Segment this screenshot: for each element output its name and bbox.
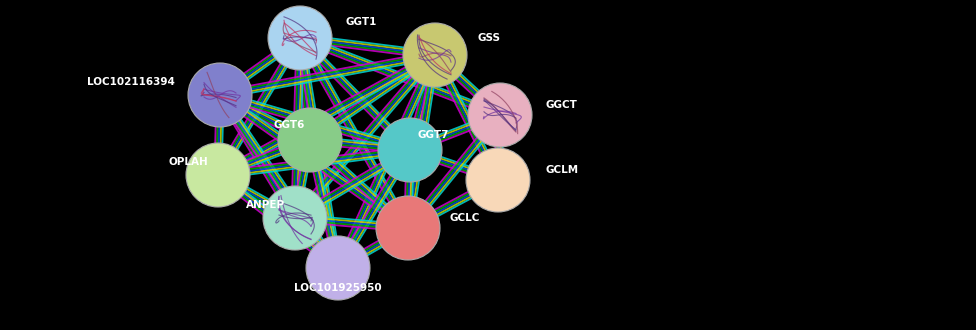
Circle shape — [376, 196, 440, 260]
Circle shape — [378, 118, 442, 182]
Text: LOC102116394: LOC102116394 — [87, 77, 175, 87]
Text: GCLM: GCLM — [545, 165, 578, 175]
Circle shape — [268, 6, 332, 70]
Text: GGT1: GGT1 — [345, 17, 377, 27]
Text: GCLC: GCLC — [450, 213, 480, 223]
Text: LOC101925950: LOC101925950 — [294, 283, 382, 293]
Text: GGT7: GGT7 — [418, 130, 450, 140]
Text: GSS: GSS — [478, 33, 501, 43]
Circle shape — [263, 186, 327, 250]
Text: GGCT: GGCT — [545, 100, 577, 110]
Text: GGT6: GGT6 — [273, 120, 305, 130]
Circle shape — [306, 236, 370, 300]
Circle shape — [188, 63, 252, 127]
Circle shape — [278, 108, 342, 172]
Circle shape — [466, 148, 530, 212]
Circle shape — [186, 143, 250, 207]
Text: OPLAH: OPLAH — [168, 157, 208, 167]
Circle shape — [468, 83, 532, 147]
Text: ANPEP: ANPEP — [246, 200, 285, 210]
Circle shape — [403, 23, 467, 87]
